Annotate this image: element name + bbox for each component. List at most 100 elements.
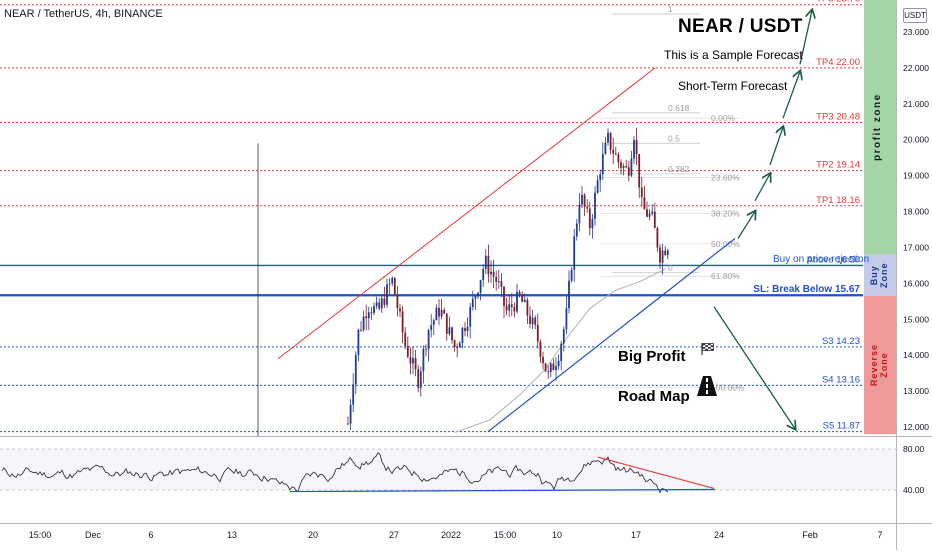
candle-body (487, 255, 490, 275)
candle-body (386, 284, 388, 305)
candle-body (609, 132, 612, 150)
candle-body (495, 276, 498, 282)
rsi-band (0, 449, 896, 490)
candle-body (604, 142, 607, 154)
candle-body (503, 286, 505, 306)
candle-body (464, 328, 466, 332)
zone-label-word: Zone (879, 263, 889, 289)
candle-body (354, 354, 357, 385)
candle-body (477, 292, 479, 297)
y-tick-label: 18.000 (903, 207, 929, 217)
candle-body (596, 180, 599, 193)
x-tick-label: 27 (389, 530, 399, 540)
candle-body (479, 280, 482, 293)
zone-profit (864, 0, 896, 255)
candle-body (594, 192, 596, 219)
zone-label-word: Buy (869, 265, 879, 285)
candle-body (549, 363, 552, 372)
fib-label: 0.382 (668, 164, 690, 174)
x-tick-label: 24 (714, 530, 724, 540)
candle-body (396, 294, 399, 309)
candle-body (542, 356, 544, 364)
forecast-arrow-up (782, 72, 800, 119)
candle-body (656, 228, 659, 248)
candle-body (565, 308, 568, 330)
candle-body (393, 278, 396, 295)
candle-body (570, 269, 573, 281)
candle-body (404, 332, 407, 346)
candle-body (417, 369, 420, 388)
candle-body (373, 306, 375, 313)
zone-label-profit: profit zone (872, 93, 883, 161)
fib-label: 0.618 (668, 103, 690, 113)
candle-body (365, 316, 368, 319)
candle-body (375, 302, 378, 307)
y-tick-label: 16.000 (903, 278, 929, 288)
candle-body (378, 302, 381, 309)
moving-average-line (454, 268, 666, 433)
zone-label-word: Reverse (869, 344, 879, 386)
candle-body (586, 206, 589, 209)
level-label: TP2 19.14 (816, 160, 860, 171)
road-icon (697, 376, 717, 396)
candle-body (607, 132, 609, 143)
candle-body (666, 250, 669, 256)
forecast-arrow-up (769, 127, 783, 166)
candle-body (435, 307, 438, 321)
zone-label-word: Zone (879, 352, 889, 378)
candle-body (544, 363, 547, 372)
candle-body (490, 271, 492, 275)
rsi-resistance-trendline (597, 456, 715, 489)
currency-badge[interactable]: USDT (903, 8, 927, 23)
candle-body (630, 158, 633, 176)
candle-body (568, 280, 570, 309)
fib-label: 1 (668, 4, 673, 14)
candle-body (440, 309, 443, 317)
forecast-arrow-up (737, 212, 755, 239)
y-tick-label: 20.000 (903, 135, 929, 145)
level-label: TP1 18.16 (816, 195, 860, 206)
candle-body (557, 360, 560, 367)
candle-body (523, 299, 526, 302)
zone-label-buy: Buy Zone (869, 263, 889, 289)
candle-body (536, 324, 539, 342)
candle-body (529, 315, 531, 325)
candle-body (591, 218, 594, 229)
rsi-tick-label: 80.00 (903, 444, 925, 454)
candle-body (578, 204, 581, 224)
candle-body (443, 309, 446, 314)
y-tick-label: 13.000 (903, 386, 929, 396)
candle-body (380, 298, 383, 309)
level-label: S5 11.87 (823, 421, 860, 432)
candle-body (638, 153, 641, 188)
candle-body (659, 247, 661, 263)
zone-reverse (864, 295, 896, 435)
candle-body (391, 278, 394, 284)
fib-label: 23.60% (711, 172, 740, 182)
candle-body (412, 358, 414, 364)
candle-body (362, 316, 365, 330)
level-label: TP4 22.00 (816, 57, 860, 68)
candle-body (419, 371, 422, 388)
candle-body (406, 345, 409, 357)
candle-body (414, 358, 417, 370)
fib-label: 38.20% (711, 208, 740, 218)
candle-body (505, 305, 508, 311)
candle-body (427, 330, 430, 349)
y-tick-label: 23.000 (903, 27, 929, 37)
rsi-tick-label: 40.00 (903, 485, 925, 495)
fib-label: 50.00% (711, 239, 740, 249)
candle-body (469, 307, 472, 327)
zone-buy (864, 254, 896, 296)
candle-body (484, 255, 487, 269)
x-tick-label: 17 (631, 530, 641, 540)
candle-body (448, 327, 451, 334)
candle-body (492, 271, 495, 277)
candle-body (601, 153, 604, 175)
candle-body (409, 356, 412, 364)
candle-body (497, 281, 500, 283)
level-label: S4 13.16 (822, 374, 860, 385)
y-tick-label: 14.000 (903, 350, 929, 360)
